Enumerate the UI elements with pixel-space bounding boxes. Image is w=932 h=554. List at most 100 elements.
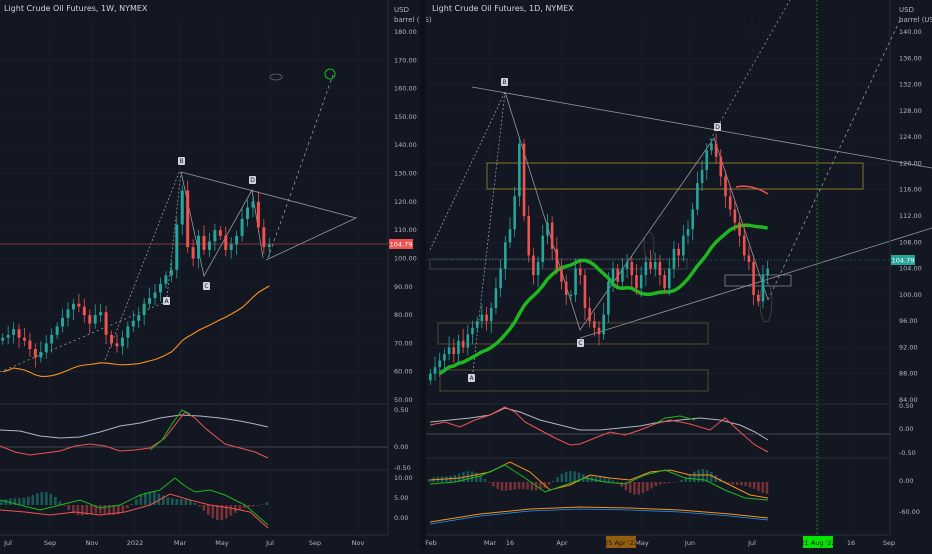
right-hist-bar xyxy=(680,480,683,482)
right-osc-tick: 0.00 xyxy=(899,477,913,485)
right-price-tick: 92.00 xyxy=(899,343,918,351)
right-hist-bar xyxy=(637,482,640,495)
left-hist-bar xyxy=(207,505,210,515)
left-date-label: Jul xyxy=(265,539,274,547)
right-price-tick: 88.00 xyxy=(899,370,918,378)
left-date-label: Sep xyxy=(44,539,56,547)
right-price-tick: 140.00 xyxy=(899,28,922,36)
left-hist-bar xyxy=(0,501,3,505)
right-hist-bar xyxy=(471,471,474,482)
right-hist-bar xyxy=(514,482,517,490)
svg-text:D: D xyxy=(250,177,255,184)
left-hist-bar xyxy=(32,495,35,505)
left-price-tick: 110.00 xyxy=(394,226,417,234)
left-hist-bar xyxy=(230,505,233,516)
right-hist-bar xyxy=(766,482,769,494)
left-price-tick: 130.00 xyxy=(394,170,417,178)
right-wave-label-c: C xyxy=(577,339,584,347)
left-date-label: Nov xyxy=(86,539,99,547)
left-price-tick: 100.00 xyxy=(394,254,417,262)
left-hist-bar xyxy=(131,504,134,505)
right-hist-bar xyxy=(736,482,739,485)
right-wave-label-a: A xyxy=(468,374,475,382)
right-price-tick: 112.00 xyxy=(899,212,922,220)
right-hist-bar xyxy=(740,482,743,485)
left-date-label: May xyxy=(215,539,229,547)
right-hist-bar xyxy=(761,482,764,493)
right-price-tick: 124.00 xyxy=(899,133,922,141)
left-chart-title: Light Crude Oil Futures, 1W, NYMEX xyxy=(4,4,148,13)
right-hist-bar xyxy=(655,482,658,486)
left-currency-label: USD xyxy=(394,6,409,14)
left-hist-bar xyxy=(77,505,80,515)
right-hist-bar xyxy=(428,479,431,482)
right-hist-bar xyxy=(757,482,760,491)
left-unit-label: barrel (US) xyxy=(394,16,432,24)
left-hist-bar xyxy=(203,505,206,511)
right-hist-bar xyxy=(484,479,487,482)
right-hist-bar xyxy=(522,482,525,489)
right-date-label: 16 xyxy=(847,539,855,547)
left-hist-bar xyxy=(176,499,179,505)
left-wave-label-c: C xyxy=(203,282,210,290)
left-hist-bar xyxy=(41,492,44,505)
right-candle xyxy=(518,137,521,207)
right-hist-bar xyxy=(650,482,653,488)
right-price-tick: 116.00 xyxy=(899,186,922,194)
right-hist-bar xyxy=(659,482,662,485)
right-hist-bar xyxy=(620,482,623,487)
right-hist-bar xyxy=(744,482,747,486)
left-hist-bar xyxy=(216,505,219,520)
right-hist-bar xyxy=(727,482,730,483)
right-macd-tick: 0.50 xyxy=(899,402,913,410)
right-candle xyxy=(523,139,526,221)
left-wave-label-a: A xyxy=(163,297,170,305)
right-price-tick: 128.00 xyxy=(899,107,922,115)
left-hist-bar xyxy=(36,493,39,505)
right-date-label: Sep xyxy=(883,539,895,547)
right-hist-bar xyxy=(552,481,555,482)
left-hist-bar xyxy=(239,505,242,510)
right-price-tick: 104.00 xyxy=(899,265,922,273)
left-candle xyxy=(175,217,178,278)
left-hist-bar xyxy=(50,494,53,505)
left-hist-bar xyxy=(167,497,170,505)
left-hist-bar xyxy=(140,495,143,505)
right-hist-bar xyxy=(526,482,529,490)
right-hist-bar xyxy=(505,482,508,491)
left-macd-tick: -0.50 xyxy=(394,464,411,472)
svg-text:25 Apr '22: 25 Apr '22 xyxy=(604,539,638,547)
right-hist-bar xyxy=(663,482,666,484)
left-hist-bar xyxy=(185,499,188,505)
left-hist-bar xyxy=(90,505,93,514)
right-hist-bar xyxy=(509,482,512,490)
left-osc-tick: 5.00 xyxy=(394,494,408,502)
right-osc-tick: -60.00 xyxy=(899,508,920,516)
right-hist-bar xyxy=(561,474,564,482)
right-date-label: 16 xyxy=(506,539,514,547)
svg-text:C: C xyxy=(204,283,208,290)
left-hist-bar xyxy=(135,499,138,505)
right-hist-bar xyxy=(646,482,649,491)
right-wave-label-d: D xyxy=(714,123,721,131)
left-hist-bar xyxy=(248,505,251,507)
left-wave-label-b: B xyxy=(178,157,185,165)
left-hist-bar xyxy=(252,505,255,506)
svg-text:B: B xyxy=(179,158,183,165)
right-hist-bar xyxy=(608,478,611,482)
chart-divider[interactable] xyxy=(420,0,426,550)
left-hist-bar xyxy=(212,505,215,518)
left-hist-bar xyxy=(257,505,260,506)
right-unit-label: barrel (US) xyxy=(899,16,932,24)
left-date-label: Nov xyxy=(352,539,365,547)
right-hist-bar xyxy=(556,477,559,482)
left-price-tick: 50.00 xyxy=(394,396,413,404)
left-hist-bar xyxy=(180,499,183,505)
right-price-tick: 100.00 xyxy=(899,291,922,299)
left-hist-bar xyxy=(194,503,197,505)
right-price-tick: 96.00 xyxy=(899,317,918,325)
left-hist-bar xyxy=(18,498,21,505)
left-price-tick: 150.00 xyxy=(394,113,417,121)
right-macd-tick: -0.50 xyxy=(899,449,916,457)
